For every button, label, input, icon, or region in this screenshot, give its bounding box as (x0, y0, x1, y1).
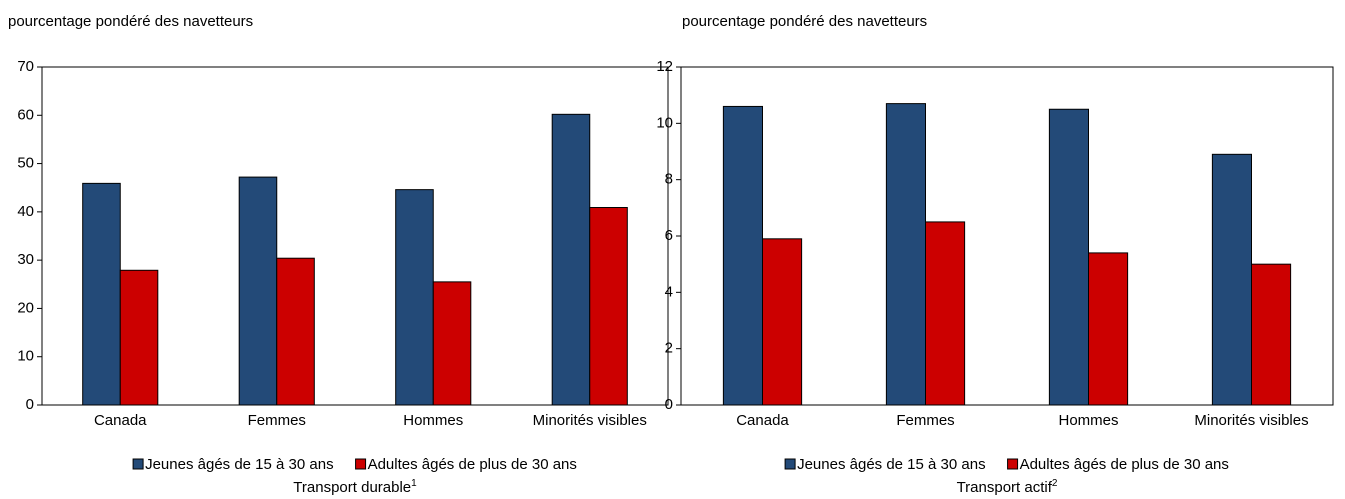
x-tick-label: Hommes (1058, 412, 1118, 429)
y-tick-label: 12 (656, 58, 673, 75)
legend: Jeunes âgés de 15 à 30 ans Adultes âgés d… (784, 456, 1229, 473)
x-tick-label: Minorités visibles (1194, 412, 1308, 429)
x-axis-title: Transport actif2 (957, 478, 1058, 496)
bar (925, 221, 966, 406)
x-tick-label: Minorités visibles (533, 412, 647, 429)
x-tick-label: Femmes (248, 412, 306, 429)
bar (238, 176, 278, 406)
y-tick-label: 50 (17, 155, 34, 172)
y-tick-label: 40 (17, 203, 34, 220)
bar (885, 103, 927, 406)
y-tick-label: 30 (17, 251, 34, 268)
y-tick-label: 6 (665, 227, 673, 244)
y-tick-label: 2 (665, 340, 673, 357)
bar (276, 257, 315, 406)
bar (1088, 252, 1129, 406)
legend-label: Jeunes âgés de 15 à 30 ans (797, 456, 985, 473)
legend-swatch (784, 458, 796, 470)
bar (1211, 153, 1253, 406)
bar (432, 281, 472, 406)
legend-swatch (132, 458, 144, 470)
y-tick-label: 60 (17, 106, 34, 123)
x-tick-label: Hommes (403, 412, 463, 429)
bar (395, 189, 434, 406)
plot-frame (680, 66, 1334, 406)
y-tick-label: 10 (656, 114, 673, 131)
footnote-ref: 2 (1052, 478, 1058, 489)
y-tick-label: 70 (17, 58, 34, 75)
x-axis-title: Transport durable1 (293, 478, 417, 496)
y-tick-label: 4 (665, 283, 673, 300)
x-axis-title-text: Transport actif (957, 479, 1053, 496)
bar (722, 105, 764, 406)
legend-label: Adultes âgés de plus de 30 ans (368, 456, 577, 473)
legend: Jeunes âgés de 15 à 30 ans Adultes âgés d… (132, 456, 577, 473)
x-axis-title-text: Transport durable (293, 479, 411, 496)
bar (82, 182, 121, 406)
y-tick-label: 0 (665, 396, 673, 413)
y-tick-label: 8 (665, 171, 673, 188)
footnote-ref: 1 (411, 478, 417, 489)
bar (1251, 263, 1292, 406)
bar (589, 207, 628, 406)
bar (551, 113, 591, 406)
x-tick-label: Canada (94, 412, 147, 429)
y-axis-label: pourcentage pondéré des navetteurs (8, 13, 253, 30)
legend-label: Jeunes âgés de 15 à 30 ans (145, 456, 333, 473)
y-axis-label: pourcentage pondéré des navetteurs (682, 13, 927, 30)
legend-label: Adultes âgés de plus de 30 ans (1020, 456, 1229, 473)
x-tick-label: Femmes (896, 412, 954, 429)
y-tick-label: 10 (17, 348, 34, 365)
bar (119, 269, 159, 406)
plot-frame (41, 66, 669, 406)
bar (762, 238, 803, 406)
legend-swatch (1007, 458, 1019, 470)
bar (1048, 108, 1090, 406)
legend-swatch (355, 458, 367, 470)
y-tick-label: 20 (17, 299, 34, 316)
x-tick-label: Canada (736, 412, 789, 429)
y-tick-label: 0 (26, 396, 34, 413)
